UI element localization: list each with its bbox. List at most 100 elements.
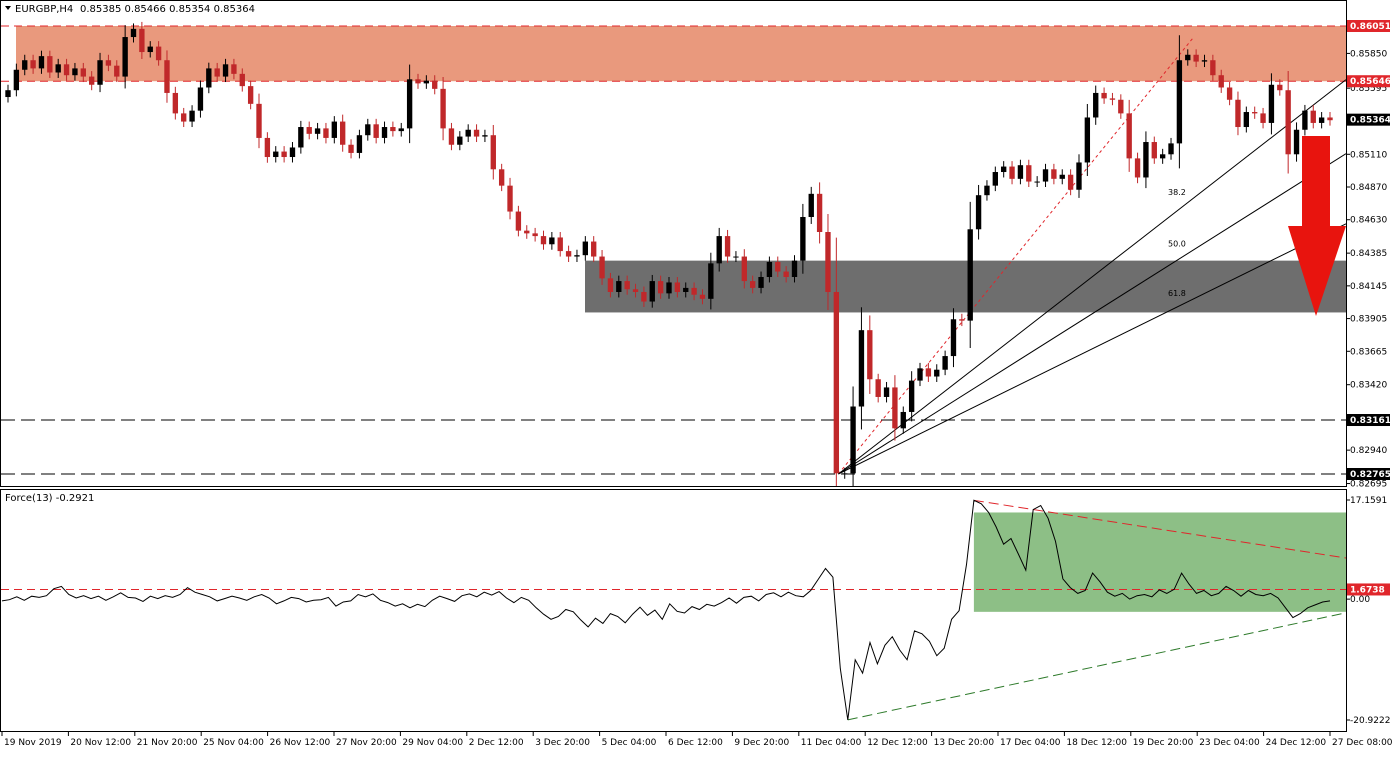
candle-body-71 bbox=[599, 256, 605, 279]
candle-body-127 bbox=[1067, 174, 1074, 190]
price-tick-label-6: 0.84145 bbox=[1350, 282, 1387, 292]
candle-body-65 bbox=[549, 237, 555, 245]
candle-body-143 bbox=[1201, 60, 1208, 62]
candle-body-24 bbox=[206, 68, 212, 88]
candle-body-26 bbox=[222, 64, 229, 77]
price-tick-label-11: 0.82695 bbox=[1350, 480, 1387, 490]
candle-body-114 bbox=[959, 319, 965, 321]
candle-body-90 bbox=[758, 276, 764, 288]
level-badge-1 bbox=[1347, 75, 1390, 88]
candle-body-30 bbox=[256, 103, 262, 138]
candle-body-23 bbox=[197, 87, 204, 111]
candle-body-53 bbox=[448, 128, 455, 145]
candle-body-42 bbox=[356, 135, 363, 153]
candle-body-46 bbox=[390, 127, 396, 132]
time-tick-label-16: 18 Dec 12:00 bbox=[1066, 738, 1127, 748]
candle-body-131 bbox=[1101, 92, 1107, 99]
candle-body-112 bbox=[942, 356, 948, 370]
candle-body-83 bbox=[699, 294, 706, 299]
candle-body-28 bbox=[239, 73, 245, 87]
level-badge-label-1: 0.85646 bbox=[1350, 77, 1391, 87]
candle-body-43 bbox=[365, 124, 371, 136]
price-scale: 0.85850 0.85595 0.85110 0.84870 0.84630 0.843… bbox=[1346, 20, 1391, 490]
candle-body-116 bbox=[975, 195, 982, 230]
symbol-dropdown-icon[interactable] bbox=[5, 6, 11, 10]
candle-body-22 bbox=[189, 110, 195, 122]
candle-body-45 bbox=[381, 127, 388, 138]
candle-body-61 bbox=[515, 211, 522, 231]
candle-body-133 bbox=[1118, 99, 1124, 114]
fib-fan-line-38.2 bbox=[838, 79, 1346, 475]
candle-body-37 bbox=[314, 128, 321, 134]
candle-body-51 bbox=[432, 80, 438, 89]
candle-body-82 bbox=[691, 287, 697, 295]
fib-fan-line-61.8 bbox=[838, 223, 1346, 475]
time-tick-label-3: 25 Nov 04:00 bbox=[203, 738, 264, 748]
time-tick-label-20: 27 Dec 08:00 bbox=[1332, 738, 1393, 748]
time-tick-label-15: 17 Dec 04:00 bbox=[1000, 738, 1061, 748]
candle-body-11 bbox=[97, 60, 103, 85]
candle-body-124 bbox=[1042, 169, 1049, 182]
candle-body-109 bbox=[917, 368, 923, 381]
candle-body-25 bbox=[214, 68, 220, 77]
ohlc-readout: 0.85385 0.85466 0.85354 0.85364 bbox=[80, 4, 255, 15]
time-tick-label-17: 19 Dec 20:00 bbox=[1133, 738, 1194, 748]
candle-body-58 bbox=[490, 135, 496, 170]
time-tick-label-2: 21 Nov 20:00 bbox=[137, 738, 198, 748]
force-level-badge bbox=[1347, 583, 1390, 596]
candle-body-94 bbox=[791, 260, 798, 277]
price-tick-label-10: 0.82940 bbox=[1350, 446, 1387, 456]
candles-layer bbox=[5, 21, 1333, 486]
candle-body-138 bbox=[1159, 154, 1166, 159]
candle-body-48 bbox=[406, 79, 413, 129]
candle-body-79 bbox=[666, 282, 672, 294]
candle-body-57 bbox=[482, 135, 488, 137]
time-tick-label-4: 26 Nov 12:00 bbox=[270, 738, 331, 748]
candle-body-6 bbox=[55, 64, 61, 73]
candle-body-156 bbox=[1310, 110, 1316, 123]
candle-body-66 bbox=[557, 237, 563, 252]
candle-body-110 bbox=[925, 368, 932, 377]
candle-body-10 bbox=[88, 76, 95, 85]
down-arrow-icon bbox=[1288, 136, 1346, 316]
candle-body-96 bbox=[808, 193, 814, 218]
candle-body-130 bbox=[1093, 92, 1099, 118]
price-tick-label-3: 0.84870 bbox=[1350, 183, 1387, 193]
candle-body-113 bbox=[950, 319, 957, 357]
candle-body-68 bbox=[574, 255, 580, 257]
candle-body-63 bbox=[532, 233, 538, 237]
candle-body-136 bbox=[1143, 142, 1149, 178]
price-tick-label-1: 0.85595 bbox=[1350, 84, 1387, 94]
candle-body-16 bbox=[139, 28, 145, 53]
time-tick-label-5: 27 Nov 20:00 bbox=[336, 738, 397, 748]
price-tick-label-7: 0.83905 bbox=[1350, 315, 1387, 325]
candle-body-119 bbox=[1001, 166, 1007, 173]
candle-body-78 bbox=[657, 281, 664, 294]
candle-body-147 bbox=[1235, 99, 1241, 128]
candle-body-54 bbox=[457, 136, 463, 145]
time-tick-label-9: 5 Dec 04:00 bbox=[602, 738, 657, 748]
candle-body-8 bbox=[72, 68, 78, 76]
candle-body-39 bbox=[331, 121, 337, 138]
level-badge-0 bbox=[1347, 20, 1390, 32]
candle-body-145 bbox=[1218, 75, 1224, 88]
candle-body-104 bbox=[875, 379, 881, 397]
candle-body-115 bbox=[967, 229, 973, 321]
candle-body-17 bbox=[147, 46, 153, 53]
candle-body-125 bbox=[1051, 169, 1057, 179]
candle-body-77 bbox=[649, 281, 655, 302]
candle-body-141 bbox=[1185, 54, 1191, 61]
fib-fan-label-61.8: 61.8 bbox=[1168, 289, 1186, 298]
price-tick-label-8: 0.83665 bbox=[1350, 347, 1387, 357]
price-panel-frame bbox=[0, 0, 1347, 487]
force-level-badge-label: 1.6738 bbox=[1350, 585, 1385, 595]
candle-body-38 bbox=[323, 128, 329, 138]
time-tick-label-13: 12 Dec 12:00 bbox=[867, 738, 928, 748]
symbol-header: EURGBP,H4 bbox=[15, 4, 73, 15]
candle-body-86 bbox=[724, 236, 731, 257]
time-tick-label-11: 9 Dec 20:00 bbox=[734, 738, 789, 748]
time-tick-label-18: 23 Dec 04:00 bbox=[1199, 738, 1260, 748]
candle-body-139 bbox=[1168, 143, 1174, 155]
candle-body-67 bbox=[565, 251, 572, 257]
